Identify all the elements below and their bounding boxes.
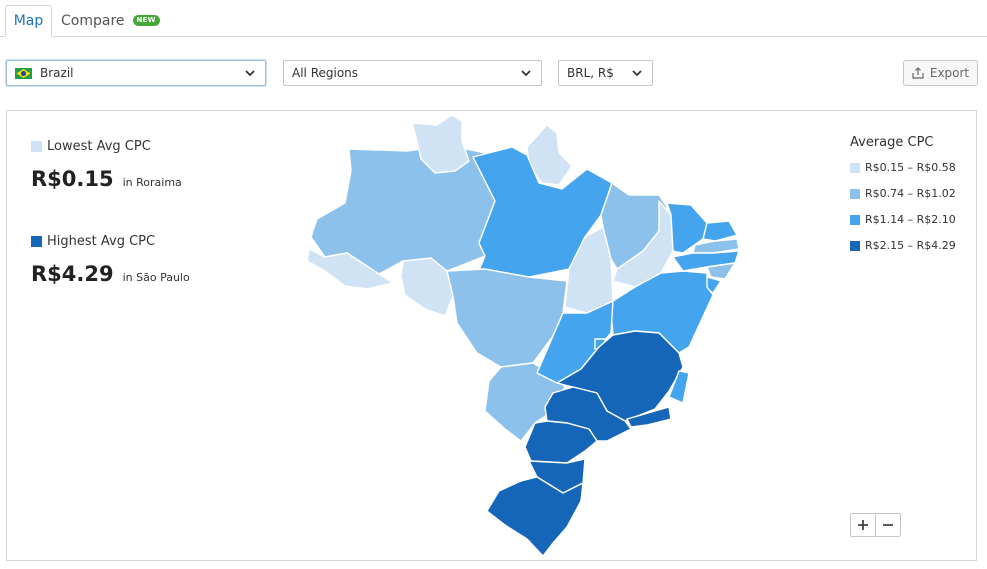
zoom-out-button[interactable] [876, 514, 900, 536]
state-rio-de-janeiro[interactable] [626, 406, 672, 428]
country-select[interactable]: Brazil [6, 60, 266, 86]
region-select[interactable]: All Regions [283, 60, 542, 86]
plus-icon [858, 520, 868, 530]
region-select-value: All Regions [292, 66, 359, 80]
lowest-cpc-label: Lowest Avg CPC [31, 139, 151, 154]
country-select-value: Brazil [40, 66, 74, 80]
currency-select-value: BRL, R$ [567, 66, 614, 80]
highest-cpc-swatch [31, 236, 42, 247]
highest-cpc-value-row: R$4.29 in São Paulo [31, 262, 190, 286]
currency-select[interactable]: BRL, R$ [558, 60, 653, 86]
export-label: Export [929, 66, 970, 80]
state-acre[interactable] [306, 248, 394, 290]
highest-cpc-label: Highest Avg CPC [31, 234, 155, 249]
chevron-down-icon [245, 70, 255, 77]
state-parana[interactable] [524, 420, 598, 464]
state-ceara[interactable] [666, 202, 708, 254]
legend-title: Average CPC [850, 135, 934, 150]
state-rio-grande-do-sul[interactable] [486, 476, 584, 557]
legend-swatch [850, 162, 860, 173]
legend-item: R$1.14 – R$2.10 [850, 213, 956, 226]
chevron-down-icon [521, 70, 531, 77]
export-icon [912, 67, 924, 79]
zoom-controls [850, 513, 901, 537]
tab-bar: Map Compare NEW [0, 0, 987, 37]
legend-swatch [850, 240, 860, 251]
brazil-flag-icon [15, 67, 32, 79]
legend-label: R$0.74 – R$1.02 [865, 187, 956, 200]
legend-item: R$0.15 – R$0.58 [850, 161, 956, 174]
legend-label: R$0.15 – R$0.58 [865, 161, 956, 174]
export-button[interactable]: Export [903, 60, 978, 86]
lowest-cpc-location: in Roraima [122, 176, 182, 189]
brazil-map [306, 114, 740, 557]
state-rondonia[interactable] [400, 257, 454, 317]
legend-label: R$2.15 – R$4.29 [865, 239, 956, 252]
legend-item: R$2.15 – R$4.29 [850, 239, 956, 252]
highest-cpc-location: in São Paulo [122, 271, 190, 284]
minus-icon [883, 524, 893, 526]
lowest-cpc-value: R$0.15 [31, 167, 114, 191]
highest-cpc-value: R$4.29 [31, 262, 114, 286]
state-rio-grande-do-norte[interactable] [702, 220, 738, 242]
lowest-cpc-value-row: R$0.15 in Roraima [31, 167, 182, 191]
tab-map-label: Map [13, 13, 44, 29]
new-badge: NEW [132, 15, 160, 26]
lowest-cpc-swatch [31, 141, 42, 152]
legend-swatch [850, 214, 860, 225]
highest-cpc-label-text: Highest Avg CPC [47, 234, 156, 249]
chevron-down-icon [632, 70, 642, 77]
state-roraima[interactable] [411, 114, 470, 174]
lowest-cpc-label-text: Lowest Avg CPC [47, 139, 151, 154]
zoom-in-button[interactable] [851, 514, 876, 536]
state-para[interactable] [472, 146, 613, 278]
map-panel: Lowest Avg CPC R$0.15 in Roraima Highest… [6, 110, 977, 561]
legend-label: R$1.14 – R$2.10 [865, 213, 956, 226]
legend-item: R$0.74 – R$1.02 [850, 187, 956, 200]
tab-compare-label: Compare [61, 12, 125, 29]
state-pernambuco[interactable] [672, 250, 740, 272]
state-alagoas[interactable] [706, 262, 736, 280]
state-mato-grosso[interactable] [446, 268, 568, 368]
legend-swatch [850, 188, 860, 199]
state-espirito-santo[interactable] [668, 370, 690, 404]
tab-map[interactable]: Map [5, 5, 52, 37]
tab-compare[interactable]: Compare NEW [61, 5, 160, 36]
